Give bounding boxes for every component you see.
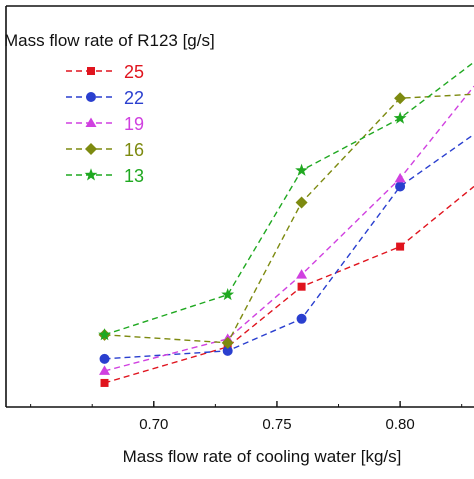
legend-item: 25 xyxy=(66,62,144,82)
series-line xyxy=(104,93,474,344)
data-point xyxy=(99,365,111,375)
legend-item: 16 xyxy=(66,140,144,160)
data-point xyxy=(221,287,235,301)
legend-swatch-marker xyxy=(85,143,97,155)
data-point xyxy=(394,92,407,105)
data-point xyxy=(295,196,308,209)
series-22 xyxy=(99,133,474,364)
data-point xyxy=(222,345,233,356)
legend-swatch-marker xyxy=(86,92,96,102)
data-point xyxy=(394,172,406,183)
data-point xyxy=(295,163,308,176)
data-point xyxy=(396,242,405,251)
legend: Mass flow rate of R123 [g/s] 25 22 19 16 13 xyxy=(4,31,215,186)
x-tick-label: 0.75 xyxy=(262,416,291,433)
series-line xyxy=(104,185,474,384)
series-line xyxy=(104,85,474,372)
data-point xyxy=(99,353,110,364)
data-point xyxy=(100,378,109,387)
series-line xyxy=(104,61,474,336)
legend-items: 25 22 19 16 13 xyxy=(66,62,144,186)
legend-swatch-marker xyxy=(87,67,95,75)
legend-swatch-marker xyxy=(85,117,97,127)
legend-item: 22 xyxy=(66,88,144,108)
legend-item: 19 xyxy=(66,114,144,134)
data-point xyxy=(296,269,308,279)
series-line xyxy=(104,133,474,360)
data-point xyxy=(296,313,307,324)
legend-label: 25 xyxy=(124,62,144,82)
series-16 xyxy=(98,92,474,349)
data-point xyxy=(98,328,111,341)
data-point xyxy=(297,282,306,291)
x-tick-label: 0.80 xyxy=(386,416,415,433)
legend-label: 22 xyxy=(124,88,144,108)
legend-label: 19 xyxy=(124,114,144,134)
data-point xyxy=(395,181,406,192)
x-tick-label: 0.70 xyxy=(139,416,168,433)
series-13 xyxy=(98,61,474,341)
legend-item: 13 xyxy=(66,166,144,186)
legend-title: Mass flow rate of R123 [g/s] xyxy=(4,31,215,50)
x-axis-label: Mass flow rate of cooling water [kg/s] xyxy=(123,447,402,466)
data-point xyxy=(393,111,407,124)
legend-label: 16 xyxy=(124,140,144,160)
legend-swatch-marker xyxy=(84,168,98,181)
x-ticks: 0.70 0.75 0.80 xyxy=(30,401,463,433)
plot-frame xyxy=(5,5,474,408)
series-layer xyxy=(98,61,474,387)
legend-label: 13 xyxy=(124,166,144,186)
data-point xyxy=(221,336,234,349)
